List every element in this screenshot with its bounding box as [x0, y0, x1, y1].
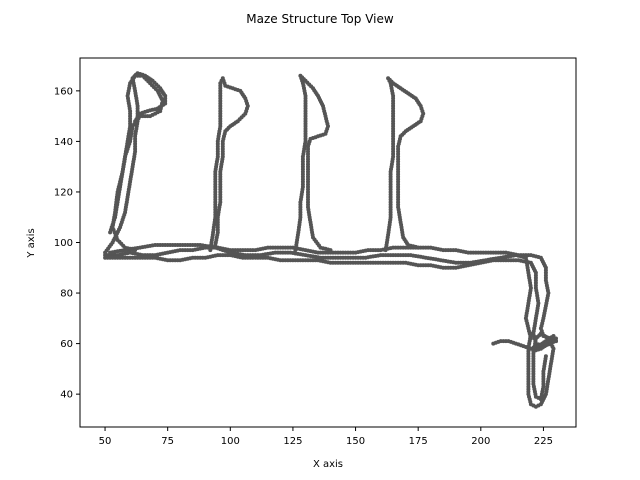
data-point	[213, 243, 218, 247]
data-points	[103, 71, 558, 409]
y-tick-label: 80	[60, 289, 73, 300]
x-tick-label: 100	[221, 436, 240, 447]
x-axis-label: X axis	[313, 459, 343, 470]
x-axis-ticks: 50 75 100 125 150 175 200 225	[99, 427, 553, 447]
y-axis-label: Y axis	[26, 228, 37, 258]
x-tick-label: 75	[161, 436, 174, 447]
x-tick-label: 150	[346, 436, 365, 447]
y-tick-label: 120	[54, 187, 73, 198]
y-tick-label: 100	[54, 238, 73, 249]
chart-title: Maze Structure Top View	[246, 12, 394, 26]
data-point	[416, 245, 421, 250]
x-tick-label: 125	[283, 436, 302, 447]
data-point	[328, 248, 333, 253]
data-point	[133, 248, 138, 253]
x-tick-label: 175	[409, 436, 428, 447]
x-tick-label: 50	[99, 436, 112, 447]
y-tick-label: 40	[60, 390, 73, 401]
y-axis-ticks: 40 60 80 100 120 140 160	[54, 86, 80, 401]
data-point	[543, 354, 548, 359]
x-tick-label: 225	[534, 436, 553, 447]
y-tick-label: 60	[60, 339, 73, 350]
y-tick-label: 160	[54, 86, 73, 97]
x-tick-label: 200	[471, 436, 490, 447]
y-tick-label: 140	[54, 137, 73, 148]
